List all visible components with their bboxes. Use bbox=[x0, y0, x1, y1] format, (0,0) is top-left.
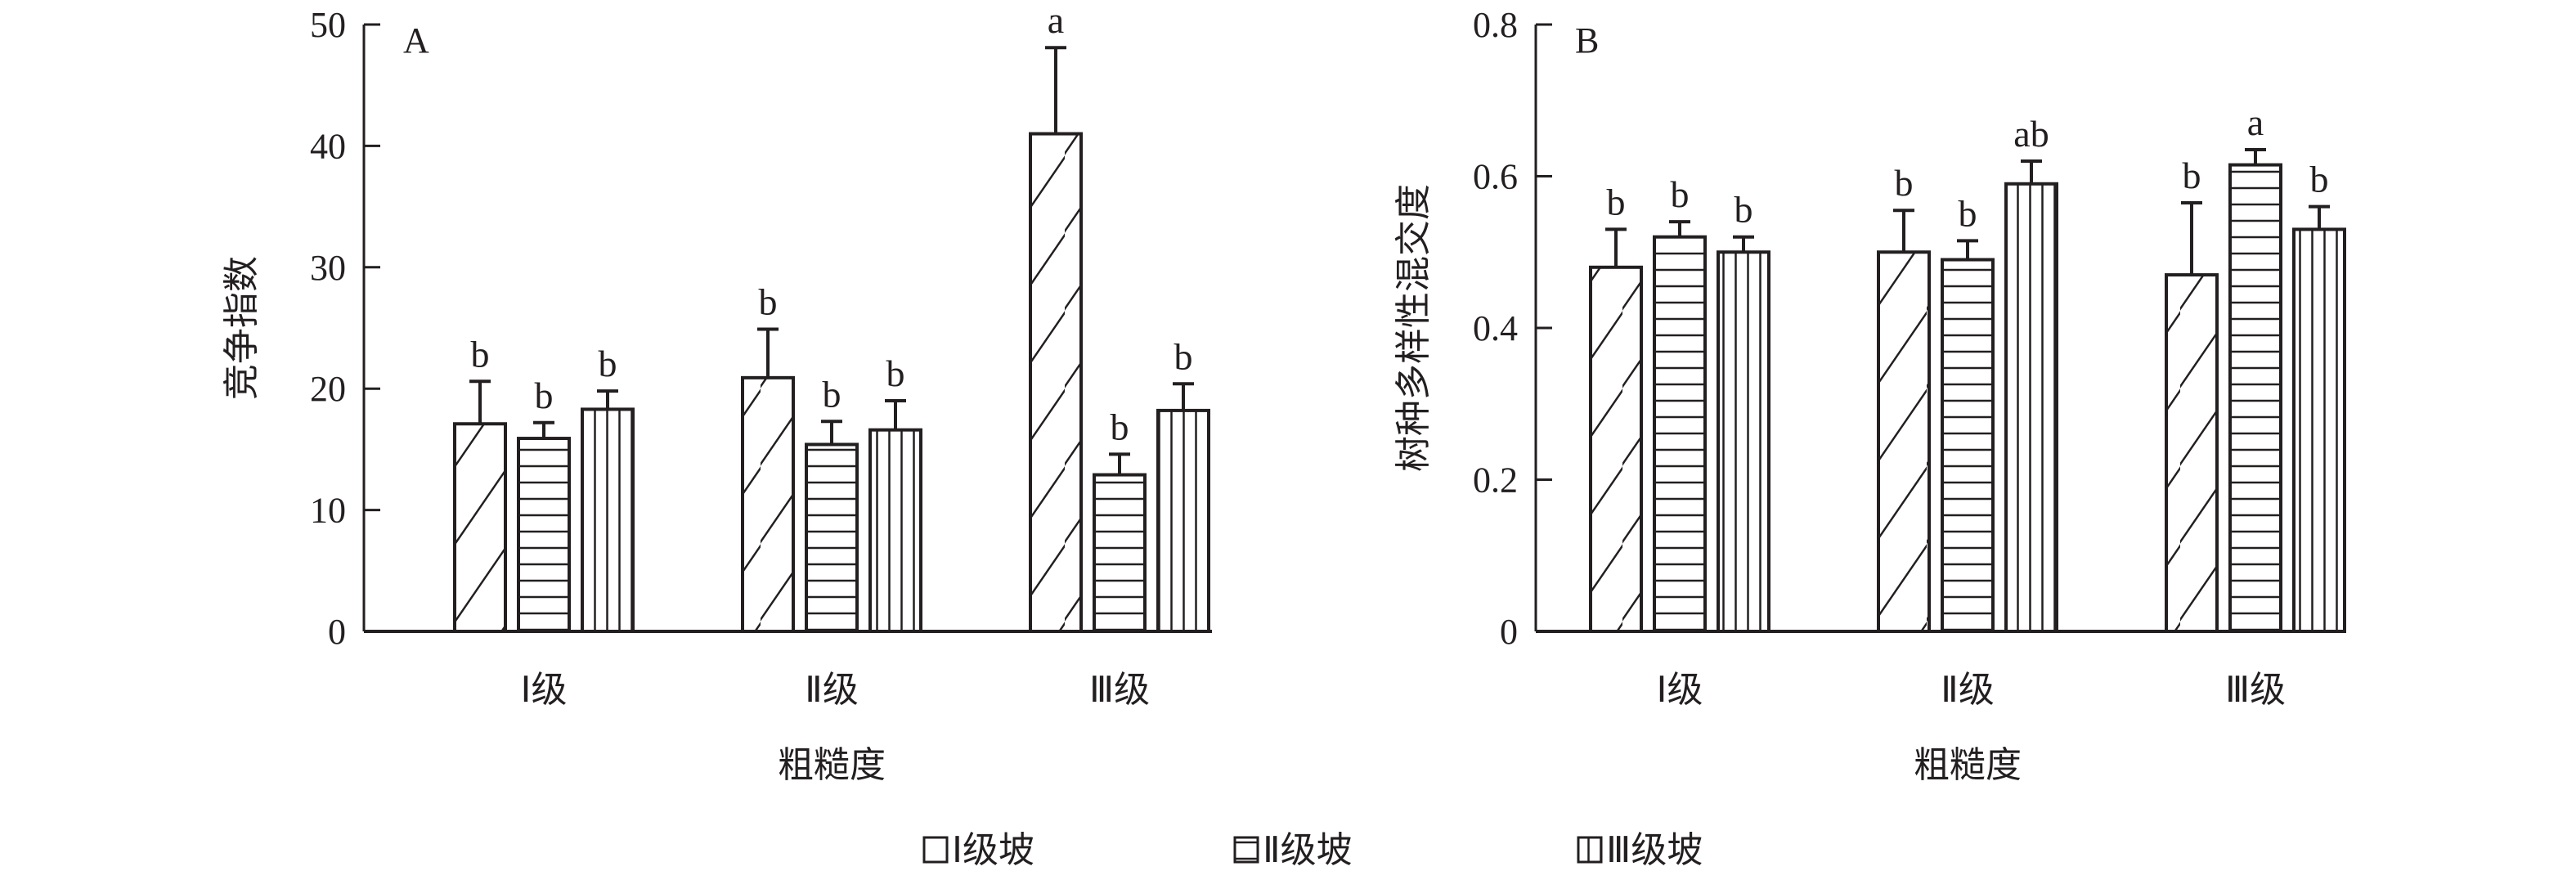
significance-letter: b bbox=[471, 333, 490, 375]
legend-label: Ⅲ级坡 bbox=[1606, 829, 1703, 871]
legend-swatch bbox=[1233, 836, 1259, 864]
y-tick-label: 0.8 bbox=[1473, 5, 1518, 45]
y-tick-label: 0.2 bbox=[1473, 460, 1518, 501]
significance-letter: b bbox=[2183, 155, 2201, 196]
significance-letter: ab bbox=[2013, 113, 2049, 155]
x-tick-label: Ⅰ级 bbox=[1657, 669, 1703, 711]
legend-label: Ⅰ级坡 bbox=[952, 829, 1034, 871]
y-tick-label: 0 bbox=[1500, 612, 1518, 652]
significance-letter: a bbox=[1048, 0, 1064, 41]
bar bbox=[517, 437, 571, 633]
legend-swatch bbox=[1577, 836, 1603, 864]
bar bbox=[2228, 163, 2282, 633]
significance-letter: b bbox=[1607, 181, 1626, 222]
y-tick-label: 0 bbox=[328, 612, 346, 652]
legend-item: Ⅲ级坡 bbox=[1577, 829, 1703, 871]
y-tick-label: 40 bbox=[310, 126, 346, 166]
x-axis-label: 粗糙度 bbox=[778, 744, 886, 786]
significance-letter: b bbox=[1735, 189, 1753, 231]
bar bbox=[581, 407, 635, 633]
x-tick-label: Ⅱ级 bbox=[805, 669, 859, 711]
bar bbox=[1156, 408, 1210, 633]
x-tick-label: Ⅰ级 bbox=[521, 669, 568, 711]
bar bbox=[1093, 473, 1147, 634]
bar bbox=[741, 375, 795, 633]
significance-letter: b bbox=[1959, 192, 1977, 234]
bar bbox=[1941, 258, 1995, 633]
bar bbox=[1717, 250, 1770, 633]
y-tick-label: 0.4 bbox=[1473, 308, 1518, 348]
bar bbox=[453, 422, 507, 634]
bar bbox=[868, 428, 922, 633]
bar bbox=[2004, 182, 2058, 633]
legend-swatch bbox=[922, 836, 949, 864]
legend-label: Ⅱ级坡 bbox=[1263, 829, 1353, 871]
significance-letter: b bbox=[535, 375, 554, 416]
legend-item: Ⅱ级坡 bbox=[1233, 829, 1353, 871]
bar bbox=[1877, 250, 1931, 633]
legend-item: Ⅰ级坡 bbox=[922, 829, 1034, 871]
x-axis-label: 粗糙度 bbox=[1914, 744, 2022, 786]
x-tick-label: Ⅲ级 bbox=[2225, 669, 2286, 711]
x-tick-label: Ⅱ级 bbox=[1941, 669, 1995, 711]
significance-letter: b bbox=[1111, 406, 1129, 447]
bar bbox=[2165, 273, 2219, 633]
significance-letter: b bbox=[1895, 162, 1914, 204]
y-tick-label: 20 bbox=[310, 369, 346, 409]
bar bbox=[2292, 227, 2346, 633]
y-axis-label: 竞争指数 bbox=[221, 256, 263, 400]
bar bbox=[1589, 265, 1643, 633]
y-tick-label: 10 bbox=[310, 491, 346, 531]
bar bbox=[1029, 132, 1083, 633]
significance-letter: b bbox=[823, 373, 841, 415]
significance-letter: b bbox=[2310, 159, 2329, 200]
panel-label: A bbox=[403, 20, 429, 61]
significance-letter: b bbox=[886, 352, 905, 394]
y-axis-label: 树种多样性混交度 bbox=[1393, 184, 1434, 472]
y-tick-label: 50 bbox=[310, 5, 346, 45]
panel-label: B bbox=[1575, 20, 1599, 61]
significance-letter: b bbox=[1174, 335, 1193, 377]
bar bbox=[1653, 235, 1707, 633]
significance-letter: a bbox=[2247, 101, 2264, 143]
x-tick-label: Ⅲ级 bbox=[1089, 669, 1150, 711]
legend: Ⅰ级坡 Ⅱ级坡 Ⅲ级坡 bbox=[922, 829, 1703, 871]
y-tick-label: 0.6 bbox=[1473, 157, 1518, 197]
y-tick-label: 30 bbox=[310, 248, 346, 288]
significance-letter: b bbox=[599, 343, 617, 384]
significance-letter: b bbox=[1671, 173, 1690, 215]
bar bbox=[805, 442, 859, 633]
significance-letter: b bbox=[759, 281, 778, 322]
